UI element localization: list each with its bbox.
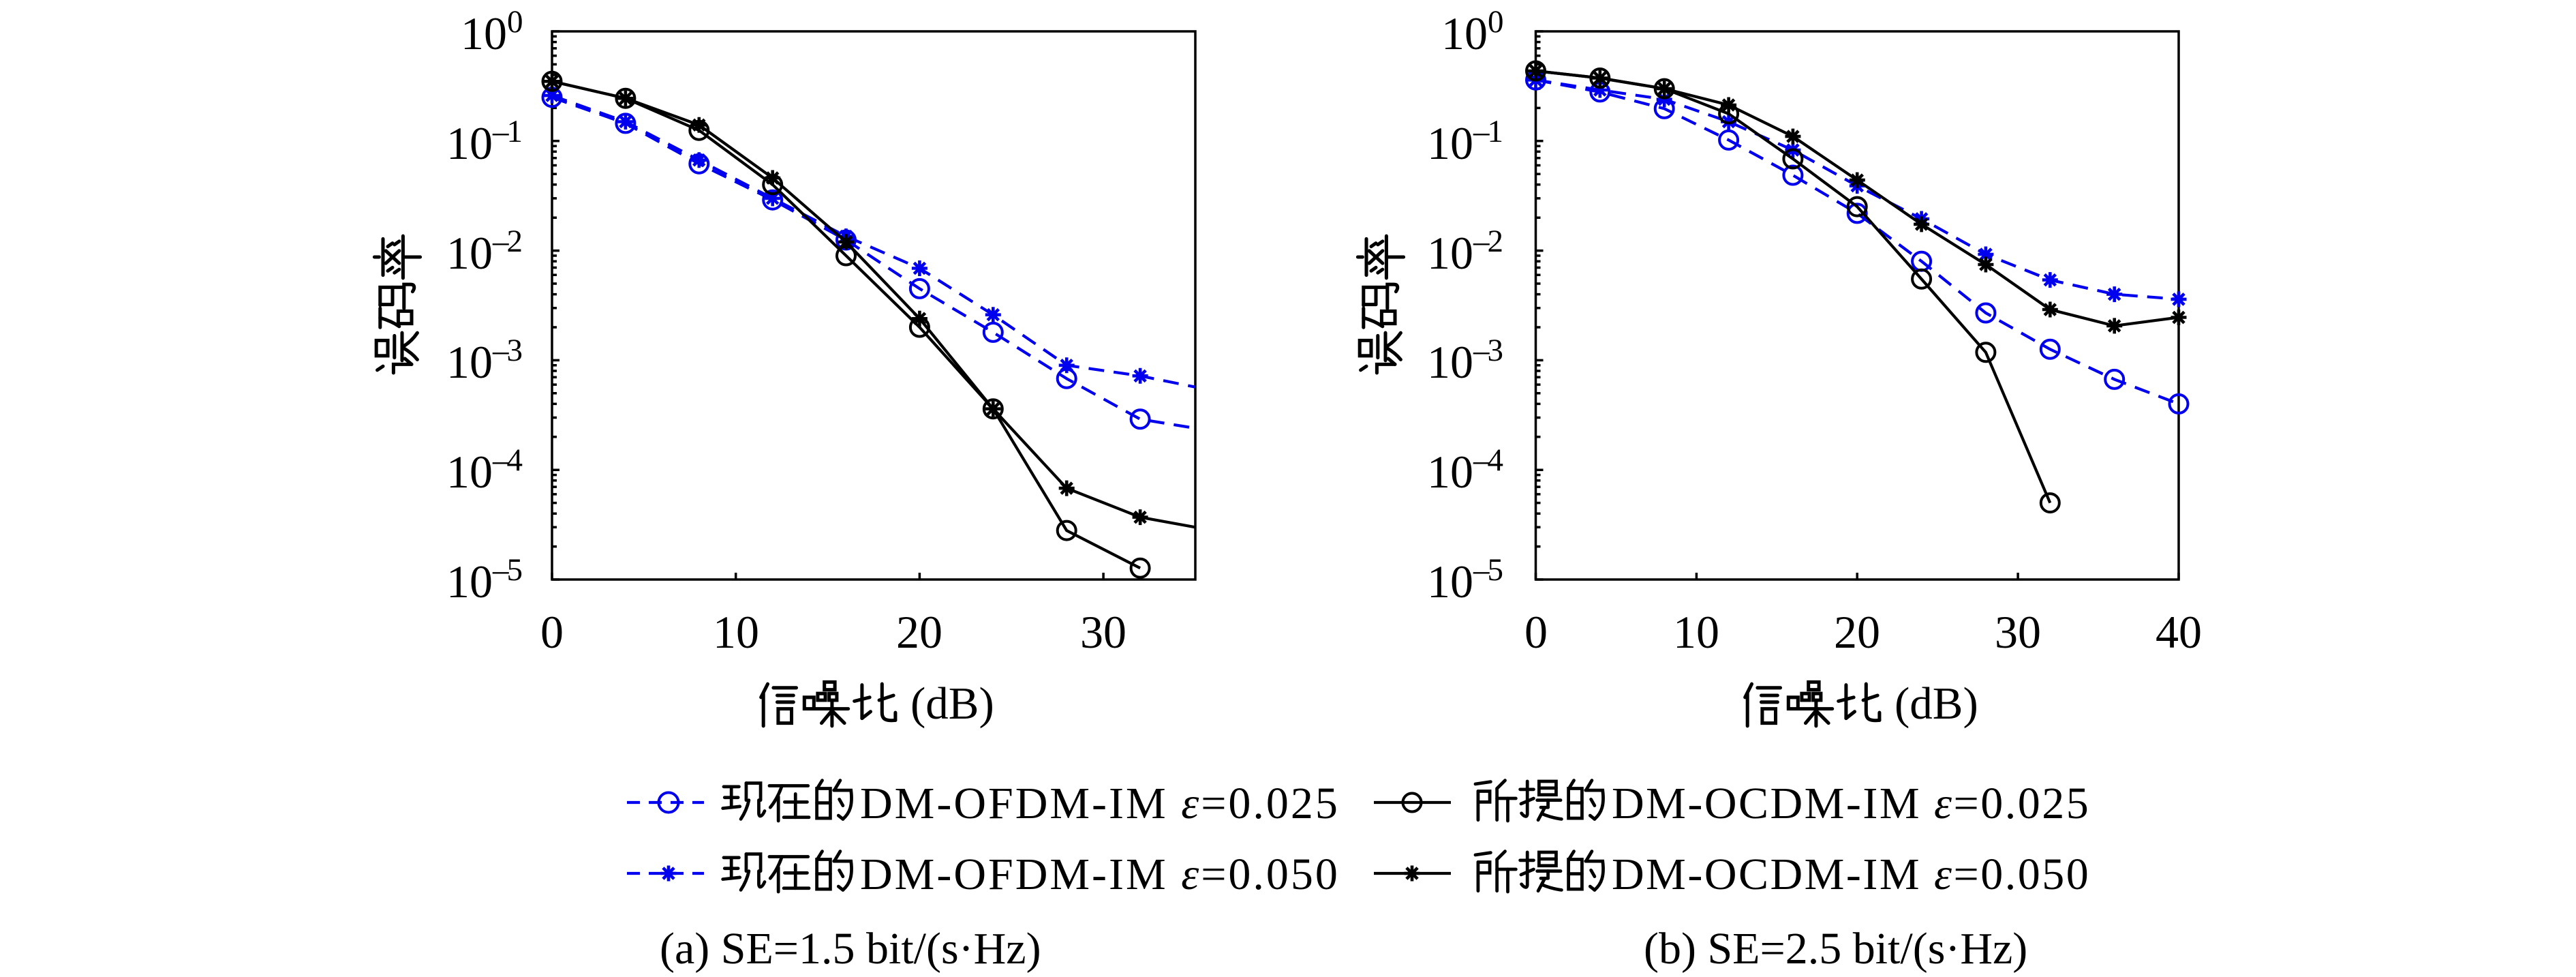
- svg-text:0: 0: [507, 4, 522, 40]
- svg-text:–2: –2: [1473, 224, 1502, 259]
- svg-text:–1: –1: [1473, 114, 1502, 149]
- svg-text:–2: –2: [492, 224, 521, 259]
- svg-text:0: 0: [1524, 606, 1548, 658]
- svg-text:(dB): (dB): [1895, 678, 1978, 729]
- svg-text:–4: –4: [492, 442, 523, 478]
- svg-text:–4: –4: [1473, 442, 1503, 478]
- svg-text:(a) SE=1.5 bit/(s·Hz): (a) SE=1.5 bit/(s·Hz): [660, 924, 1041, 974]
- svg-text:–5: –5: [1473, 552, 1503, 588]
- svg-text:10: 10: [1427, 336, 1473, 388]
- svg-text:(b) SE=2.5 bit/(s·Hz): (b) SE=2.5 bit/(s·Hz): [1644, 924, 2027, 974]
- svg-text:40: 40: [2156, 606, 2202, 658]
- svg-text:10: 10: [1427, 556, 1473, 607]
- svg-text:(dB): (dB): [910, 678, 994, 729]
- svg-text:10: 10: [461, 7, 507, 59]
- svg-text:–3: –3: [1473, 333, 1503, 368]
- svg-text:10: 10: [1427, 446, 1473, 498]
- svg-text:10: 10: [713, 606, 759, 658]
- svg-text:–1: –1: [492, 114, 521, 149]
- svg-text:30: 30: [1995, 606, 2041, 658]
- svg-text:10: 10: [446, 556, 493, 607]
- svg-text:20: 20: [896, 606, 942, 658]
- svg-text:10: 10: [446, 117, 493, 169]
- svg-text:0: 0: [1488, 4, 1503, 40]
- svg-text:0: 0: [540, 606, 564, 658]
- svg-text:20: 20: [1834, 606, 1880, 658]
- svg-text:10: 10: [1427, 227, 1473, 279]
- svg-text:DM-OCDM-IM ε=0.025: DM-OCDM-IM ε=0.025: [1612, 779, 2090, 828]
- svg-text:–3: –3: [492, 333, 522, 368]
- svg-text:10: 10: [446, 446, 493, 498]
- svg-text:–5: –5: [492, 552, 522, 588]
- svg-text:10: 10: [1673, 606, 1719, 658]
- svg-text:DM-OFDM-IM ε=0.025: DM-OFDM-IM ε=0.025: [860, 779, 1340, 828]
- svg-text:10: 10: [1427, 117, 1473, 169]
- svg-text:DM-OFDM-IM ε=0.050: DM-OFDM-IM ε=0.050: [860, 850, 1340, 899]
- svg-text:10: 10: [1441, 7, 1488, 59]
- svg-text:10: 10: [446, 227, 493, 279]
- svg-text:30: 30: [1080, 606, 1126, 658]
- svg-text:10: 10: [446, 336, 493, 388]
- svg-text:DM-OCDM-IM ε=0.050: DM-OCDM-IM ε=0.050: [1612, 850, 2090, 899]
